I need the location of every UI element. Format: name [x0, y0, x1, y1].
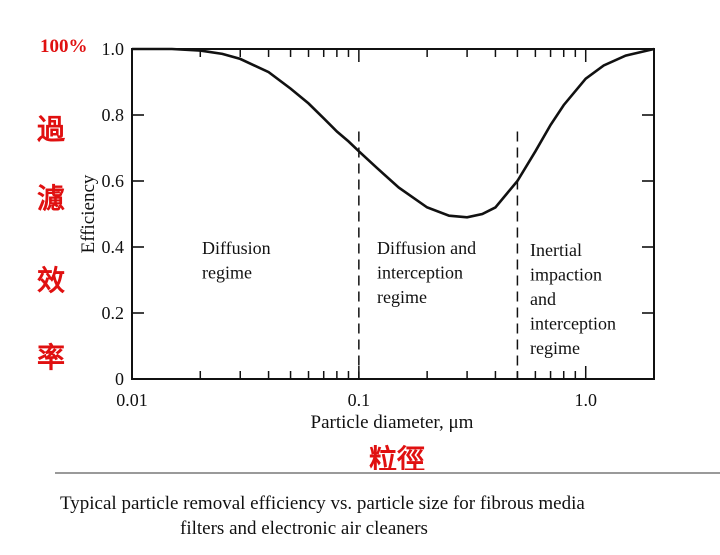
regime-label-line: regime	[202, 263, 252, 283]
caption-line-2: filters and electronic air cleaners	[180, 518, 428, 539]
efficiency-annotation-char: 率	[37, 341, 65, 374]
percent-annotation: 100%	[40, 36, 88, 57]
y-tick-label: 0.4	[102, 237, 125, 257]
x-tick-label: 0.1	[348, 390, 371, 410]
y-tick-label: 0.8	[102, 105, 125, 125]
caption-line-1: Typical particle removal efficiency vs. …	[60, 493, 585, 514]
regime-label-line: regime	[530, 338, 580, 358]
y-axis-title: Efficiency	[78, 174, 99, 253]
diameter-annotation: 粒徑	[369, 443, 425, 470]
efficiency-annotation-char: 過	[37, 113, 66, 146]
x-tick-label: 0.01	[116, 390, 148, 410]
regime-label-line: interception	[530, 314, 616, 334]
regime-label-line: Inertial	[530, 240, 582, 260]
y-tick-label: 1.0	[102, 39, 125, 59]
x-axis-ticks: 0.01 0.1 1.0	[116, 49, 597, 410]
regime-label-line: regime	[377, 287, 427, 307]
efficiency-curve	[132, 47, 655, 219]
regime-label-line: interception	[377, 263, 463, 283]
x-tick-label: 1.0	[574, 390, 597, 410]
y-axis-ticks: 0 0.2 0.4 0.6 0.8 1.0	[102, 39, 654, 389]
y-tick-label: 0.2	[102, 303, 125, 323]
figure-caption: Typical particle removal efficiency vs. …	[60, 491, 715, 541]
regime-label-line: impaction	[530, 265, 602, 285]
y-tick-label: 0.6	[102, 171, 125, 191]
x-axis-title: Particle diameter, μm	[311, 412, 474, 433]
caption-divider	[55, 472, 720, 474]
plot-frame	[131, 48, 655, 380]
efficiency-annotation-char: 濾	[37, 182, 65, 215]
regime-label-line: Diffusion	[202, 238, 271, 258]
efficiency-annotation-char: 效	[37, 264, 65, 297]
regime-labels: Diffusion regime Diffusion and interception…	[202, 238, 616, 358]
regime-label-line: and	[530, 289, 556, 309]
regime-label-line: Diffusion and	[377, 238, 476, 258]
efficiency-chart: 0 0.2 0.4 0.6 0.8 1.0 0.01 0.1 1.0 Diffusion reg…	[37, 36, 655, 470]
y-tick-label: 0	[115, 369, 124, 389]
regime-boundaries	[358, 131, 519, 379]
